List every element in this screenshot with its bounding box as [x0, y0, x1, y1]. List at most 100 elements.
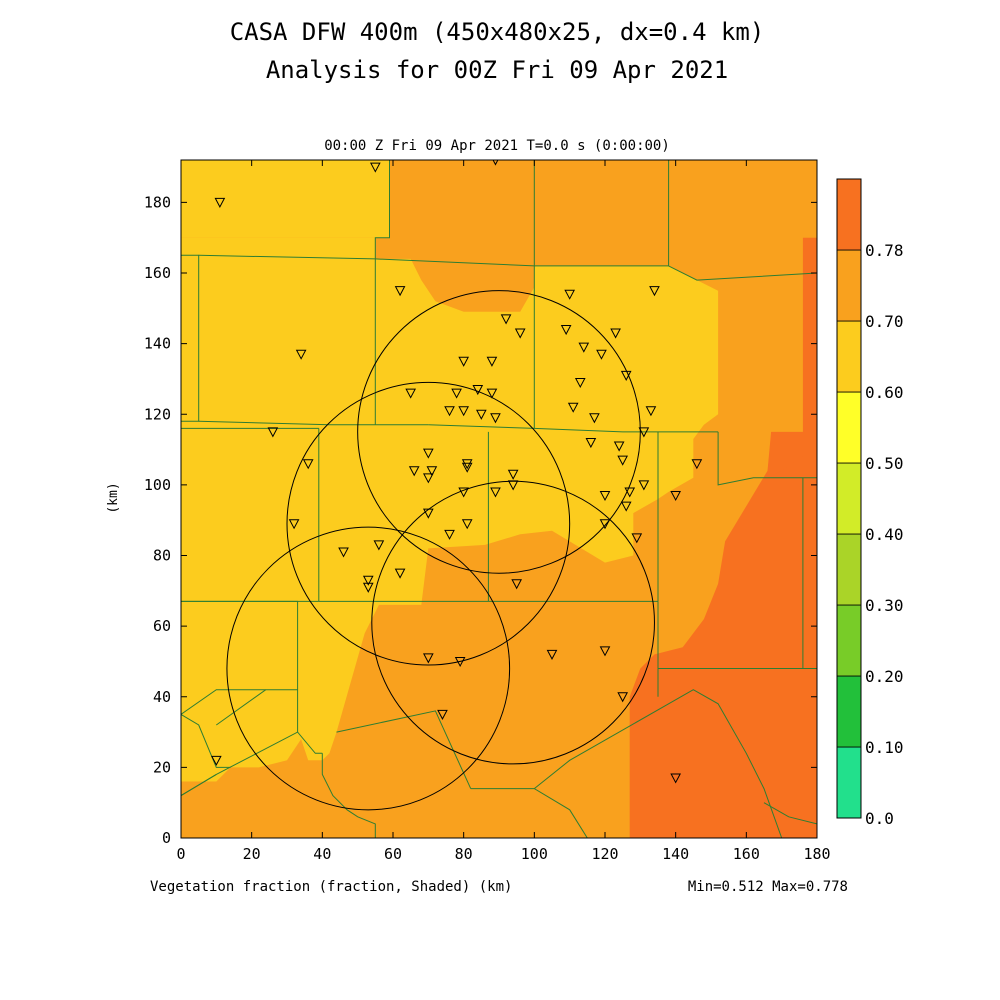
station-marker-51	[444, 529, 455, 540]
station-marker-36	[461, 462, 473, 473]
colorbar-tick-label: 0.30	[865, 596, 904, 615]
station-marker-23	[476, 409, 487, 420]
y-tick-label: 180	[144, 193, 171, 211]
station-marker-40	[617, 455, 628, 466]
county-line-2	[375, 258, 535, 267]
station-marker-8	[560, 325, 572, 336]
station-marker-47	[624, 487, 636, 498]
plot-area: 0 20 40 60 80 100 120 140 160 180 0 20 40 60 80 100 120 1…	[144, 159, 831, 863]
plot-subtitle: 00:00 Z Fri 09 Apr 2021 T=0.0 s (0:00:00…	[324, 138, 670, 154]
station-marker-27	[645, 406, 657, 417]
station-marker-5	[649, 286, 660, 297]
station-marker-22	[458, 406, 469, 417]
station-marker-18	[472, 385, 484, 396]
station-marker-11	[458, 356, 469, 367]
radar-range-ring-0	[357, 290, 641, 574]
field-region-1	[181, 160, 390, 238]
y-tick-label: 60	[153, 617, 171, 635]
y-axis-label: (km)	[106, 482, 121, 513]
station-marker-64	[546, 649, 558, 660]
plot-frame	[180, 159, 818, 839]
station-marker-50	[423, 508, 434, 519]
station-marker-33	[423, 473, 434, 484]
colorbar: 0.0 0.10 0.20 0.30 0.40 0.50 0.60 0.70 0.78	[836, 178, 904, 828]
station-marker-17	[451, 388, 462, 399]
station-marker-54	[631, 533, 643, 544]
station-marker-32	[408, 466, 420, 477]
station-marker-35	[461, 459, 473, 470]
station-marker-24	[490, 413, 501, 424]
colorbar-tick-label: 0.70	[865, 312, 904, 331]
field-region-2	[181, 237, 719, 782]
station-marker-29	[638, 427, 650, 438]
colorbar-tick-label: 0.60	[865, 383, 904, 402]
y-tick-label: 140	[144, 335, 171, 353]
station-marker-2	[214, 197, 226, 208]
station-marker-45	[638, 480, 650, 491]
main-title-line1: CASA DFW 400m (450x480x25, dx=0.4 km)	[230, 18, 765, 46]
county-line-29	[336, 710, 472, 789]
station-marker-10	[610, 328, 621, 339]
y-tick-label: 160	[144, 264, 171, 282]
y-tick-label: 20	[153, 758, 171, 776]
field-region-3	[629, 431, 817, 838]
station-marker-30	[302, 459, 314, 470]
county-line-27	[181, 773, 217, 797]
station-marker-31	[423, 448, 434, 459]
county-line-5	[668, 265, 817, 281]
station-marker-61	[511, 579, 522, 590]
station-marker-19	[486, 388, 498, 399]
colorbar-swatch-8	[836, 178, 862, 251]
station-marker-16	[405, 388, 416, 399]
county-line-28	[321, 753, 376, 838]
y-tick-label: 120	[144, 405, 171, 423]
station-marker-34	[426, 466, 438, 477]
radar-range-ring-1	[286, 381, 571, 666]
y-tick-label: 80	[153, 547, 171, 565]
x-tick-label: 80	[455, 845, 473, 863]
colorbar-tick-label: 0.78	[865, 241, 904, 260]
station-marker-68	[211, 755, 222, 766]
station-marker-67	[437, 709, 448, 720]
y-tick-label: 100	[144, 476, 171, 494]
colorbar-swatch-0	[836, 746, 862, 819]
station-marker-25	[567, 402, 579, 413]
station-marker-21	[444, 406, 455, 417]
x-tick-label: 0	[176, 845, 185, 863]
station-marker-55	[620, 501, 632, 512]
x-tick-label: 160	[733, 845, 760, 863]
colorbar-swatch-7	[836, 249, 862, 322]
county-line-12	[717, 431, 817, 486]
station-marker-53	[599, 519, 611, 530]
station-marker-43	[507, 480, 519, 491]
station-marker-41	[691, 459, 703, 470]
county-line-33	[181, 713, 231, 768]
x-tick-label: 40	[313, 845, 331, 863]
county-line-32	[763, 802, 817, 825]
colorbar-tick-label: 0.50	[865, 454, 904, 473]
station-marker-59	[362, 575, 374, 586]
station-marker-63	[454, 656, 466, 668]
station-marker-56	[373, 540, 385, 551]
station-marker-57	[338, 547, 349, 558]
station-marker-69	[670, 773, 681, 784]
main-title-line2: Analysis for 00Z Fri 09 Apr 2021	[266, 56, 728, 84]
station-marker-26	[589, 413, 600, 424]
station-marker-4	[564, 289, 575, 300]
station-marker-12	[486, 356, 498, 367]
station-marker-38	[585, 438, 597, 449]
x-tick-label: 100	[521, 845, 548, 863]
station-marker-58	[394, 568, 406, 579]
x-tick-label: 120	[591, 845, 618, 863]
county-line-23	[181, 600, 299, 733]
station-marker-52	[461, 519, 473, 530]
county-line-31	[533, 689, 783, 838]
colorbar-tick-label: 0.20	[865, 667, 904, 686]
county-line-30	[470, 788, 588, 838]
x-tick-label: 60	[384, 845, 402, 863]
colorbar-tick-label: 0.40	[865, 525, 904, 544]
station-marker-37	[507, 469, 519, 480]
station-marker-49	[288, 519, 300, 530]
station-marker-62	[423, 653, 434, 664]
